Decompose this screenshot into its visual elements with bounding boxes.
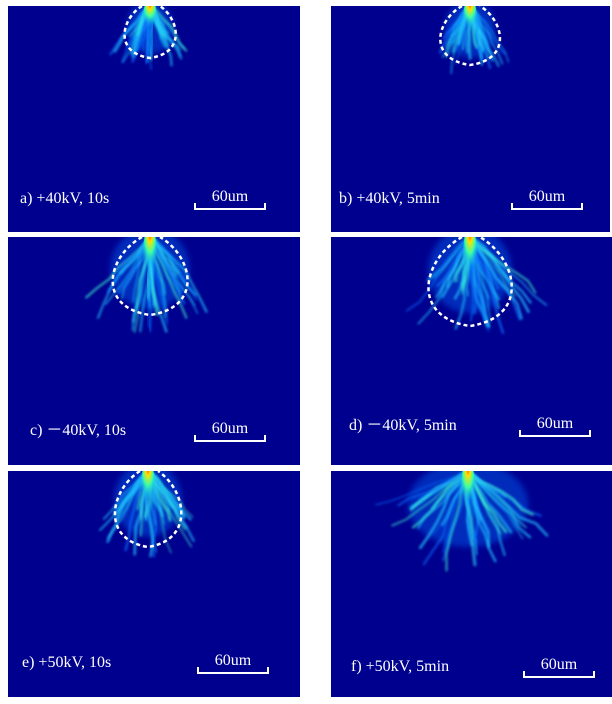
scale-label: 60um	[212, 188, 249, 205]
panel-label: b) +40kV, 5min	[339, 190, 440, 207]
panel-label: e) +50kV, 10s	[22, 654, 111, 671]
panel: f) +50kV, 5min 60um	[331, 462, 612, 698]
panel: a) +40kV, 10s 60um	[8, 0, 300, 232]
panel: d) －40kV, 5min 60um	[331, 228, 612, 466]
scale-label: 60um	[529, 188, 566, 205]
panel-label: f) +50kV, 5min	[351, 658, 449, 675]
panel-label: a) +40kV, 10s	[20, 190, 109, 207]
tree-core	[461, 462, 475, 515]
panel-label: d) －40kV, 5min	[349, 417, 457, 434]
tree-core	[463, 0, 477, 36]
panel: c) －40kV, 10s 60um	[8, 228, 300, 465]
tree-core	[143, 0, 157, 34]
scale-label: 60um	[537, 415, 574, 432]
figure: a) +40kV, 10s60umb) +40kV, 5min60umc) －4…	[0, 0, 612, 699]
scale-label: 60um	[212, 420, 249, 437]
tree-core	[143, 228, 157, 278]
panel: b) +40kV, 5min 60um	[331, 0, 610, 232]
tree-core	[463, 228, 477, 281]
scale-label: 60um	[541, 656, 578, 673]
panel: e) +50kV, 10s 60um	[8, 463, 300, 697]
tree-core	[141, 463, 155, 509]
scale-label: 60um	[215, 652, 252, 669]
panel-label: c) －40kV, 10s	[30, 422, 126, 439]
